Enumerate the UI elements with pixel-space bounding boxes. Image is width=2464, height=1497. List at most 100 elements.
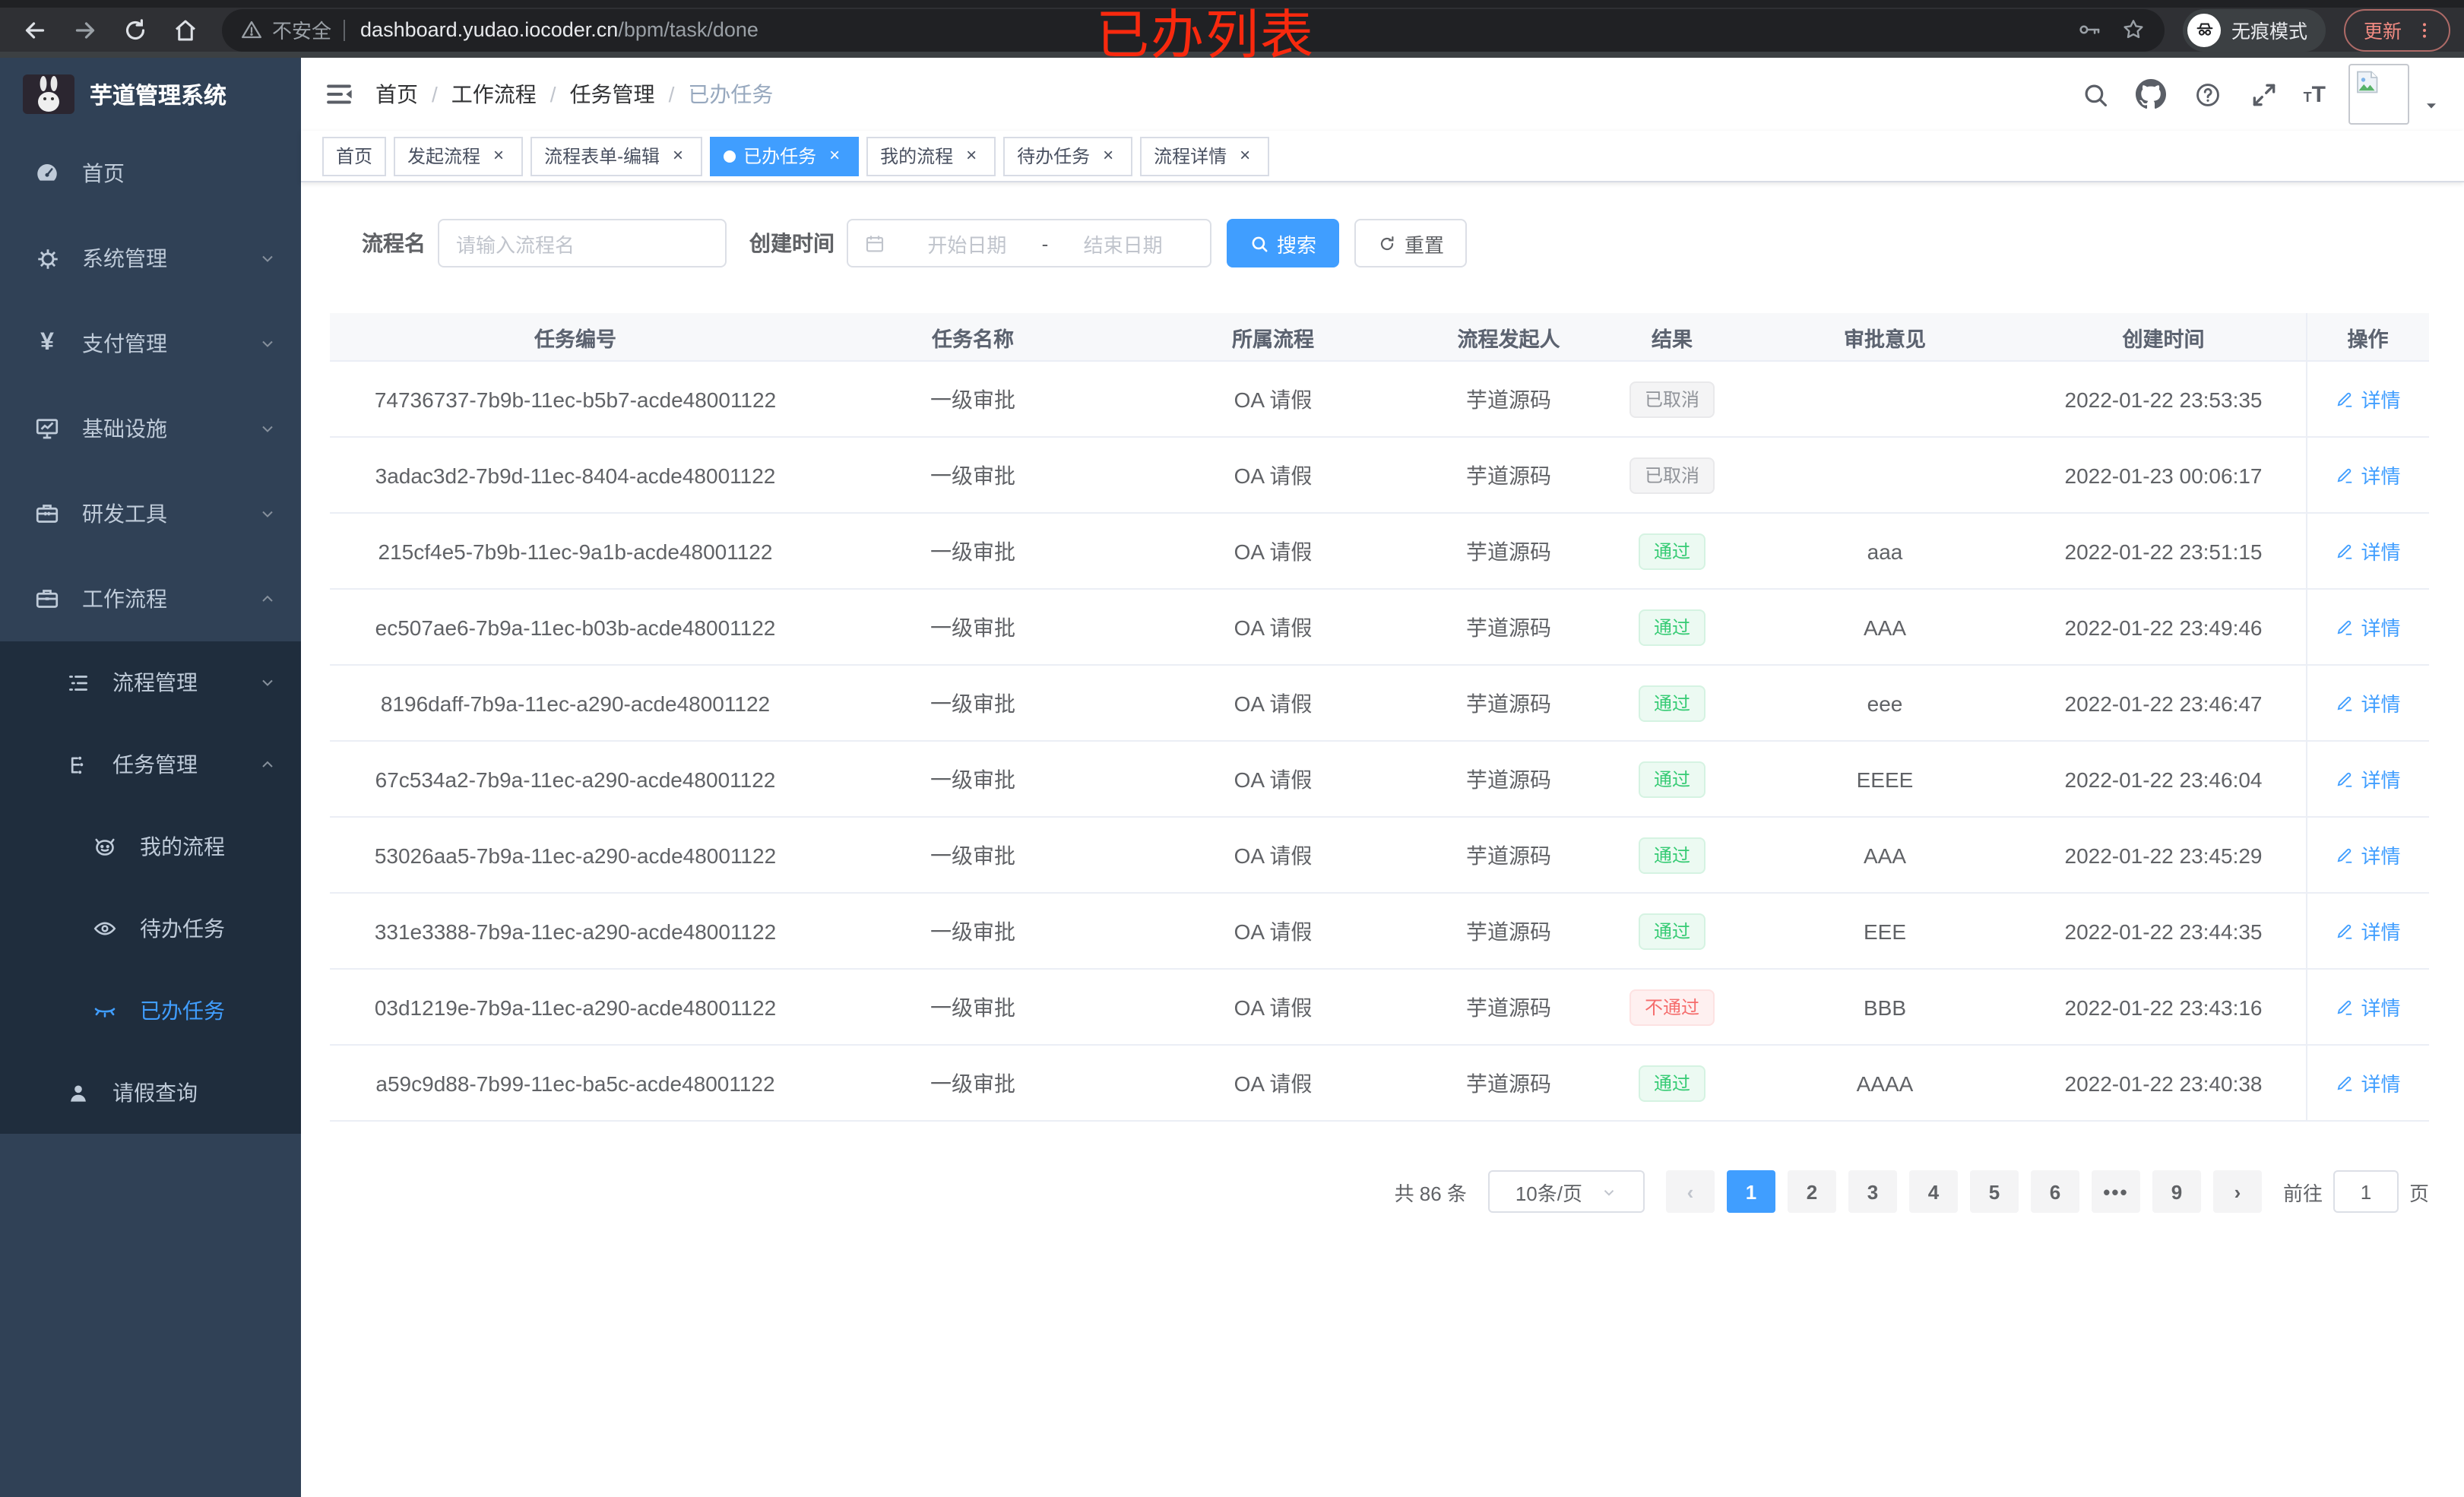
next-page-button[interactable]: › <box>2212 1170 2262 1213</box>
tab-todo-tasks[interactable]: 待办任务 × <box>1003 136 1133 176</box>
eye-open-icon <box>88 915 122 942</box>
detail-link[interactable]: 详情 <box>2335 992 2401 1021</box>
chevron-down-icon <box>258 505 277 523</box>
end-date-placeholder[interactable]: 结束日期 <box>1083 233 1163 256</box>
sidebar-collapse-icon[interactable] <box>324 79 354 109</box>
search-button[interactable]: 搜索 <box>1227 219 1340 267</box>
actions-cell: 详情 <box>2305 589 2429 666</box>
browser-update-button[interactable]: 更新 <box>2344 8 2451 51</box>
security-warning-icon[interactable] <box>240 18 263 41</box>
url-text[interactable]: dashboard.yudao.iocoder.cn/bpm/task/done <box>360 18 759 41</box>
process-name-input[interactable]: 请输入流程名 <box>438 219 727 267</box>
page-button-1[interactable]: 1 <box>1726 1170 1775 1213</box>
page-button-5[interactable]: 5 <box>1969 1170 2019 1213</box>
detail-link[interactable]: 详情 <box>2335 916 2401 945</box>
sidebar-item-infrastructure[interactable]: 基础设施 <box>0 386 301 471</box>
sidebar-item-workflow[interactable]: 工作流程 <box>0 556 301 641</box>
browser-reload-icon[interactable] <box>116 10 155 49</box>
browser-home-icon[interactable] <box>166 10 205 49</box>
task-id-cell: 67c534a2-7b9a-11ec-a290-acde48001122 <box>330 741 821 818</box>
prev-page-button[interactable]: ‹ <box>1665 1170 1715 1213</box>
close-icon[interactable]: × <box>1240 144 1251 165</box>
sidebar-item-leave-query[interactable]: 请假查询 <box>0 1052 301 1134</box>
bookmark-star-icon[interactable] <box>2120 17 2146 43</box>
close-icon[interactable]: × <box>966 144 977 165</box>
tab-home[interactable]: 首页 <box>322 136 387 176</box>
result-cell: 不通过 <box>1596 969 1748 1046</box>
result-cell: 通过 <box>1596 1045 1748 1122</box>
close-icon[interactable]: × <box>673 144 684 165</box>
page-button-3[interactable]: 3 <box>1848 1170 1897 1213</box>
browser-forward-icon[interactable] <box>65 10 105 49</box>
reset-button[interactable]: 重置 <box>1354 219 1468 267</box>
goto-page-input[interactable] <box>2333 1170 2399 1213</box>
starter-cell: 芋道源码 <box>1421 817 1596 894</box>
sidebar-item-task-mgmt[interactable]: 任务管理 <box>0 723 301 805</box>
page-button-4[interactable]: 4 <box>1908 1170 1958 1213</box>
update-label[interactable]: 更新 <box>2364 21 2402 43</box>
done-task-table: 任务编号 任务名称 所属流程 流程发起人 结果 审批意见 创建时间 操作 747… <box>330 313 2429 1122</box>
incognito-icon <box>2187 13 2221 46</box>
sidebar-item-my-process[interactable]: 我的流程 <box>0 805 301 888</box>
detail-link[interactable]: 详情 <box>2335 688 2401 717</box>
page-size-select[interactable]: 10条/页 <box>1487 1170 1645 1213</box>
breadcrumb-home[interactable]: 首页 <box>375 82 418 106</box>
browser-back-icon[interactable] <box>15 10 55 49</box>
password-key-icon[interactable] <box>2076 17 2102 43</box>
sidebar-item-home[interactable]: 首页 <box>0 131 301 216</box>
incognito-badge: 无痕模式 <box>2183 8 2326 51</box>
sidebar-item-payment[interactable]: ¥ 支付管理 <box>0 301 301 386</box>
tab-done-tasks[interactable]: 已办任务 × <box>710 136 860 176</box>
detail-link[interactable]: 详情 <box>2335 385 2401 413</box>
process-cell: OA 请假 <box>1125 589 1421 666</box>
more-pages-button[interactable]: ••• <box>2091 1170 2140 1213</box>
detail-link[interactable]: 详情 <box>2335 460 2401 489</box>
detail-link[interactable]: 详情 <box>2335 1068 2401 1097</box>
sidebar-item-devtools[interactable]: 研发工具 <box>0 471 301 556</box>
detail-link[interactable]: 详情 <box>2335 840 2401 869</box>
calendar-icon <box>866 235 884 252</box>
date-range-input[interactable]: 开始日期 - 结束日期 <box>847 219 1211 267</box>
sidebar-item-system[interactable]: 系统管理 <box>0 216 301 301</box>
detail-link[interactable]: 详情 <box>2335 536 2401 565</box>
result-cell: 已取消 <box>1596 437 1748 514</box>
created-cell: 2022-01-22 23:53:35 <box>2022 360 2306 438</box>
github-icon[interactable] <box>2135 78 2168 111</box>
sidebar-item-process-mgmt[interactable]: 流程管理 <box>0 641 301 723</box>
help-icon[interactable] <box>2191 78 2225 111</box>
sidebar-item-todo-tasks[interactable]: 待办任务 <box>0 888 301 970</box>
sidebar-item-done-tasks[interactable]: 已办任务 <box>0 970 301 1052</box>
breadcrumb-current: 已办任务 <box>688 82 774 106</box>
sidebar: 芋道管理系统 首页 系统管理 ¥ 支付管理 <box>0 58 301 1497</box>
page-button-6[interactable]: 6 <box>2030 1170 2079 1213</box>
close-icon[interactable]: × <box>829 144 841 165</box>
tab-form-edit[interactable]: 流程表单-编辑 × <box>530 136 703 176</box>
result-tag: 已取消 <box>1629 457 1715 493</box>
page-button-9[interactable]: 9 <box>2152 1170 2201 1213</box>
address-bar[interactable]: 不安全 dashboard.yudao.iocoder.cn/bpm/task/… <box>222 8 2165 51</box>
page-button-2[interactable]: 2 <box>1787 1170 1836 1213</box>
breadcrumb-workflow[interactable]: 工作流程 <box>451 82 537 106</box>
avatar[interactable] <box>2348 64 2409 125</box>
close-icon[interactable]: × <box>493 144 505 165</box>
browser-menu-icon[interactable] <box>2414 19 2435 40</box>
opinion-cell: BBB <box>1748 969 2022 1046</box>
tab-process-detail[interactable]: 流程详情 × <box>1140 136 1270 176</box>
result-tag: 通过 <box>1638 685 1705 721</box>
edit-icon <box>2338 468 2352 483</box>
tab-start-process[interactable]: 发起流程 × <box>394 136 524 176</box>
breadcrumb-task-mgmt[interactable]: 任务管理 <box>569 82 655 106</box>
process-name-label: 流程名 <box>362 231 426 255</box>
detail-link[interactable]: 详情 <box>2335 612 2401 641</box>
detail-link[interactable]: 详情 <box>2335 764 2401 793</box>
security-label[interactable]: 不安全 <box>272 20 332 43</box>
start-date-placeholder[interactable]: 开始日期 <box>927 233 1007 256</box>
app-logo[interactable]: 芋道管理系统 <box>0 58 301 131</box>
close-icon[interactable]: × <box>1103 144 1114 165</box>
table-row: 331e3388-7b9a-11ec-a290-acde48001122 一级审批… <box>330 893 2429 970</box>
fullscreen-icon[interactable] <box>2247 78 2281 111</box>
caret-down-icon[interactable] <box>2423 97 2440 114</box>
tab-my-process[interactable]: 我的流程 × <box>866 136 996 176</box>
search-icon[interactable] <box>2079 78 2112 111</box>
